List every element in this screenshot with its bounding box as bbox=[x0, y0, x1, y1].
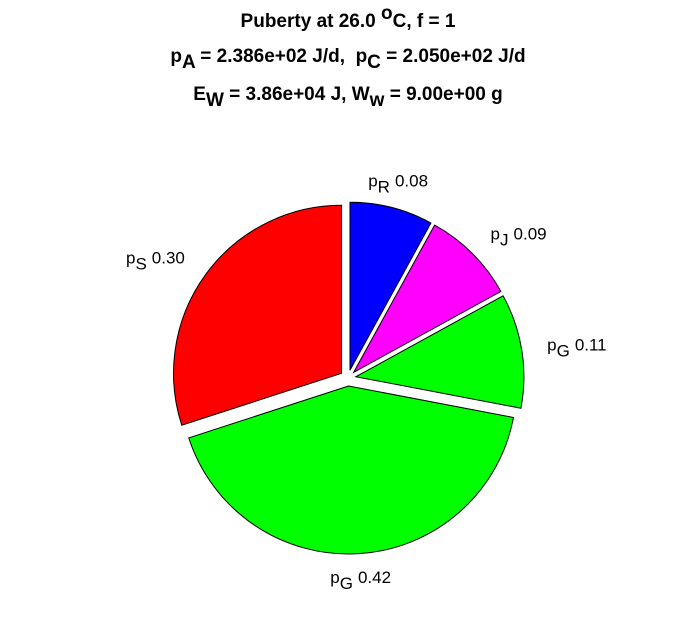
slice-symbol: p bbox=[330, 569, 339, 588]
title-part: C, f = 1 bbox=[393, 11, 456, 32]
slice-label: pR 0.08 bbox=[368, 172, 428, 197]
title-part: E bbox=[193, 84, 206, 105]
slice-value: 0.42 bbox=[358, 569, 391, 588]
title-part: = 9.00e+00 g bbox=[384, 84, 502, 105]
slice-label: pG 0.11 bbox=[547, 336, 607, 361]
title-part: p bbox=[170, 46, 182, 67]
slice-value: 0.30 bbox=[152, 249, 185, 268]
slice-category: J bbox=[500, 231, 509, 250]
title-part: = 2.386e+02 J/d, p bbox=[195, 46, 367, 67]
chart-title: EW = 3.86e+04 J, Ww = 9.00e+00 g bbox=[193, 84, 503, 111]
title-part: = 2.050e+02 J/d bbox=[381, 46, 526, 67]
pie-slice bbox=[349, 201, 432, 371]
slice-category: G bbox=[340, 575, 353, 594]
slice-value: 0.11 bbox=[575, 336, 607, 355]
slice-label: pG 0.42 bbox=[330, 569, 391, 594]
title-part: o bbox=[381, 3, 393, 24]
slice-symbol: p bbox=[547, 336, 556, 355]
title-part: Puberty at 26.0 bbox=[241, 11, 381, 32]
slice-symbol: p bbox=[368, 172, 377, 191]
pie-slice bbox=[173, 204, 343, 426]
chart-title: pA = 2.386e+02 J/d, pC = 2.050e+02 J/d bbox=[170, 46, 525, 73]
pie-slice bbox=[352, 224, 502, 374]
title-part: C bbox=[367, 52, 381, 73]
title-part: W bbox=[206, 90, 224, 111]
title-part: A bbox=[182, 52, 196, 73]
chart-title: Puberty at 26.0 oC, f = 1 bbox=[241, 3, 456, 32]
slice-value: 0.09 bbox=[514, 225, 547, 244]
pie-slice bbox=[188, 385, 515, 555]
slice-category: S bbox=[135, 255, 146, 274]
title-part: = 3.86e+04 J, W bbox=[224, 84, 370, 105]
slice-category: G bbox=[557, 342, 570, 361]
pie-slice bbox=[354, 295, 525, 409]
slice-value: 0.08 bbox=[395, 172, 428, 191]
slice-symbol: p bbox=[126, 249, 135, 268]
slice-label: pS 0.30 bbox=[126, 249, 185, 274]
title-part: w bbox=[369, 90, 385, 111]
slice-symbol: p bbox=[491, 225, 500, 244]
slice-category: R bbox=[378, 178, 390, 197]
slice-label: pJ 0.09 bbox=[491, 225, 547, 250]
